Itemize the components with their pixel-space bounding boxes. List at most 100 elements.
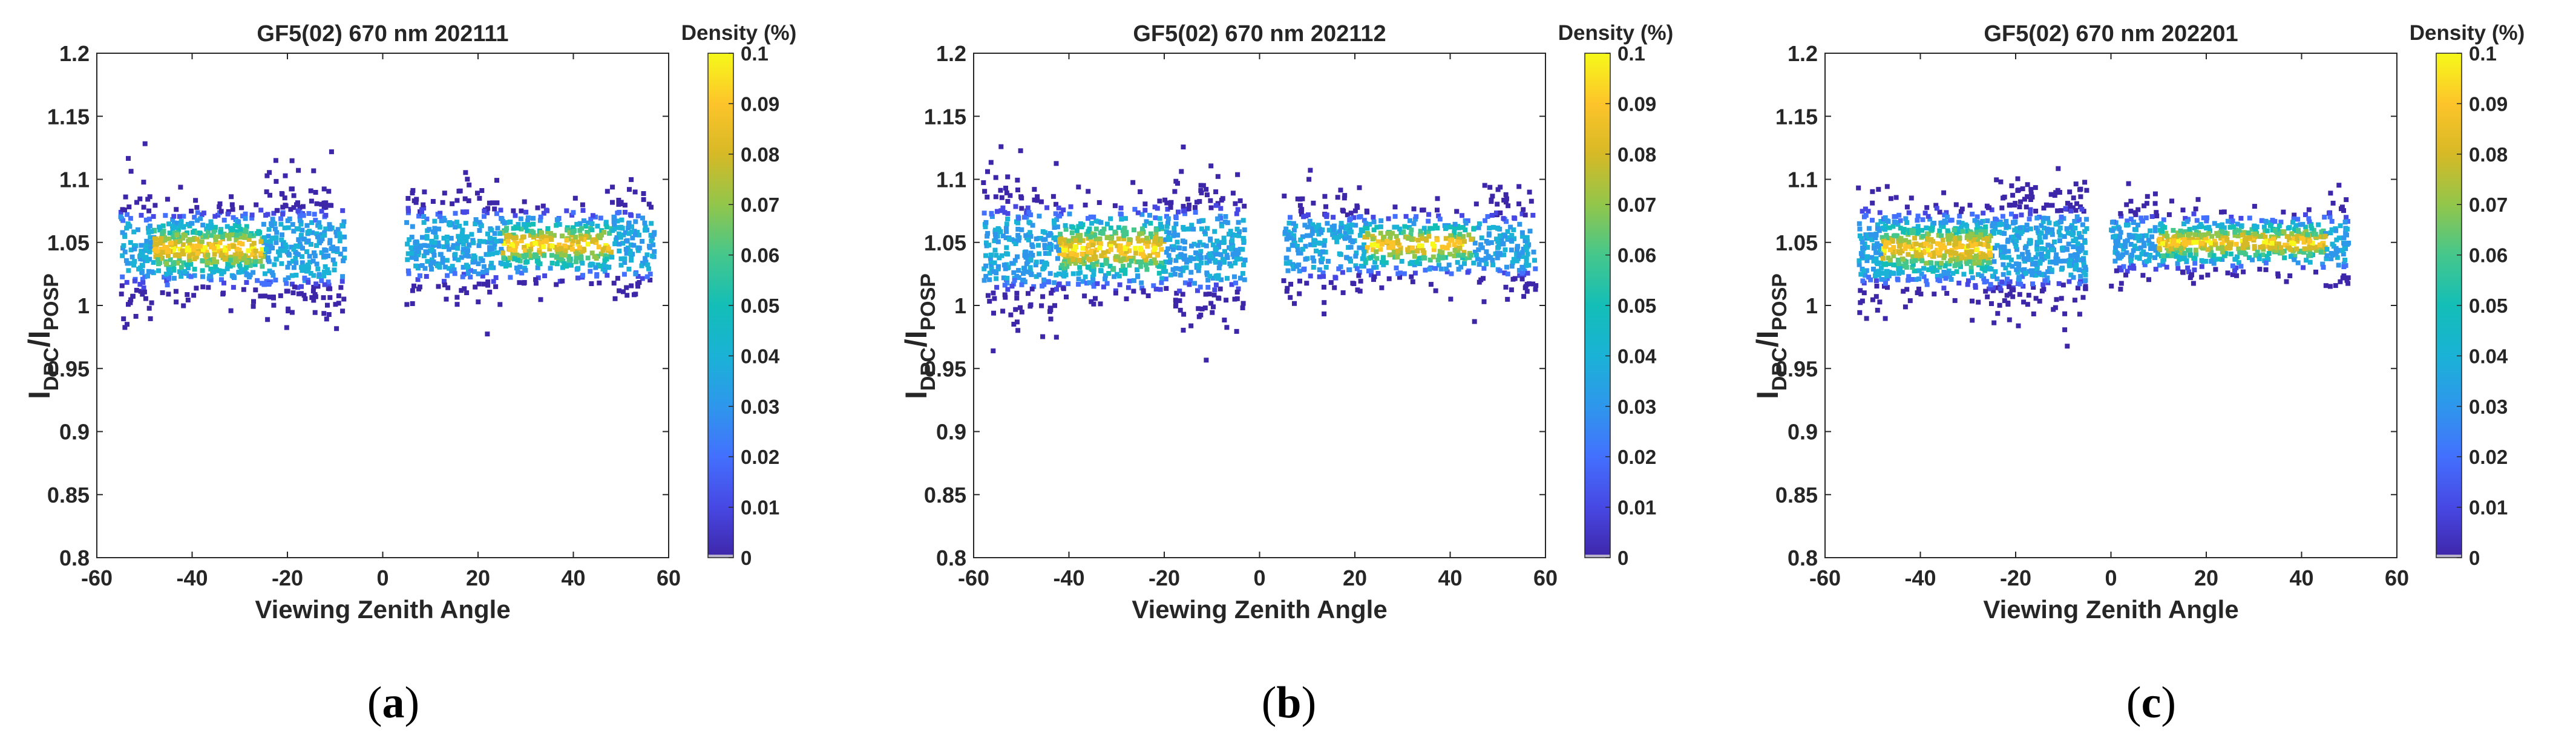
data-point: [500, 230, 505, 236]
data-point: [1363, 260, 1368, 266]
data-point: [1303, 256, 1308, 262]
data-point: [1913, 277, 1919, 282]
data-point: [264, 247, 269, 252]
data-point: [1344, 255, 1349, 260]
data-point: [2050, 232, 2055, 237]
data-point: [236, 219, 241, 224]
data-point: [2180, 232, 2186, 238]
data-point: [1519, 264, 1525, 270]
data-point: [2125, 218, 2130, 224]
data-point: [229, 202, 235, 207]
data-point: [212, 214, 218, 219]
data-point: [1069, 240, 1074, 246]
data-point: [1966, 278, 1971, 284]
data-point: [171, 214, 177, 219]
data-point: [1937, 264, 1942, 270]
data-point: [1444, 224, 1449, 230]
data-point: [2237, 228, 2242, 233]
data-point: [1906, 252, 1911, 257]
data-point: [1409, 274, 1414, 279]
data-point: [507, 255, 513, 261]
data-point: [2065, 344, 2070, 349]
data-point: [985, 169, 990, 174]
data-point: [1165, 216, 1171, 221]
data-point: [166, 267, 172, 272]
data-point: [1444, 266, 1449, 272]
data-point: [283, 277, 288, 282]
data-point: [2025, 257, 2030, 262]
data-point: [154, 241, 159, 247]
data-point: [2062, 311, 2068, 316]
data-point: [1101, 226, 1107, 232]
data-point: [1208, 198, 1213, 203]
data-point: [1057, 281, 1062, 287]
data-point: [2234, 273, 2240, 278]
data-point: [1371, 219, 1377, 224]
data-point: [1947, 241, 1952, 246]
data-point: [477, 220, 482, 225]
data-point: [2016, 275, 2022, 280]
data-point: [409, 255, 415, 260]
data-point: [485, 231, 490, 236]
data-point: [2072, 219, 2077, 224]
data-point: [2068, 225, 2074, 230]
data-point: [434, 243, 439, 248]
data-point: [556, 258, 562, 263]
data-point: [516, 226, 521, 231]
data-point: [2057, 220, 2063, 224]
density-scatter-plot: GF5(02) 670 nm 202111-60 -40 -20 0 20 40 600.8…: [47, 21, 796, 624]
data-point: [1061, 286, 1066, 292]
data-point: [1945, 261, 1950, 266]
data-point: [138, 289, 143, 294]
data-point: [2083, 278, 2088, 283]
data-point: [1062, 237, 1067, 243]
data-point: [1233, 260, 1238, 266]
data-point: [1355, 205, 1360, 210]
data-point: [2013, 214, 2019, 219]
data-point: [1135, 267, 1139, 273]
data-point: [245, 272, 251, 278]
data-point: [1870, 218, 1875, 223]
data-point: [1022, 215, 1027, 220]
data-point: [2345, 275, 2351, 281]
data-point: [255, 278, 260, 283]
y-tick-label: 0.85: [924, 483, 966, 507]
data-point: [1202, 229, 1207, 234]
data-point: [1402, 224, 1408, 229]
data-point: [2218, 235, 2224, 241]
data-point: [1893, 220, 1898, 225]
data-point: [485, 210, 490, 215]
data-point: [1050, 194, 1056, 199]
data-point: [1861, 268, 1866, 273]
data-point: [1418, 232, 1423, 238]
data-point: [1076, 184, 1081, 190]
data-point: [476, 261, 481, 267]
data-point: [992, 227, 998, 233]
data-point: [411, 283, 416, 289]
data-point: [1974, 247, 1979, 253]
data-point: [518, 216, 523, 221]
data-point: [1035, 198, 1040, 203]
data-point: [256, 231, 261, 236]
data-point: [304, 223, 310, 228]
data-point: [242, 235, 247, 240]
data-point: [537, 261, 543, 267]
data-point: [629, 258, 634, 263]
data-point: [291, 205, 297, 210]
data-point: [1213, 282, 1219, 288]
data-point: [231, 215, 236, 220]
data-point: [1115, 272, 1119, 277]
data-point: [424, 217, 430, 222]
data-point: [574, 259, 578, 264]
data-point: [1480, 245, 1485, 250]
data-point: [559, 246, 564, 251]
data-point: [1421, 226, 1427, 231]
data-point: [614, 235, 620, 240]
data-point: [2237, 250, 2243, 255]
data-point: [168, 270, 173, 276]
data-point: [1510, 260, 1515, 266]
data-point: [2186, 235, 2191, 241]
data-point: [1867, 236, 1872, 241]
data-point: [266, 249, 272, 254]
data-point: [1986, 260, 1991, 266]
